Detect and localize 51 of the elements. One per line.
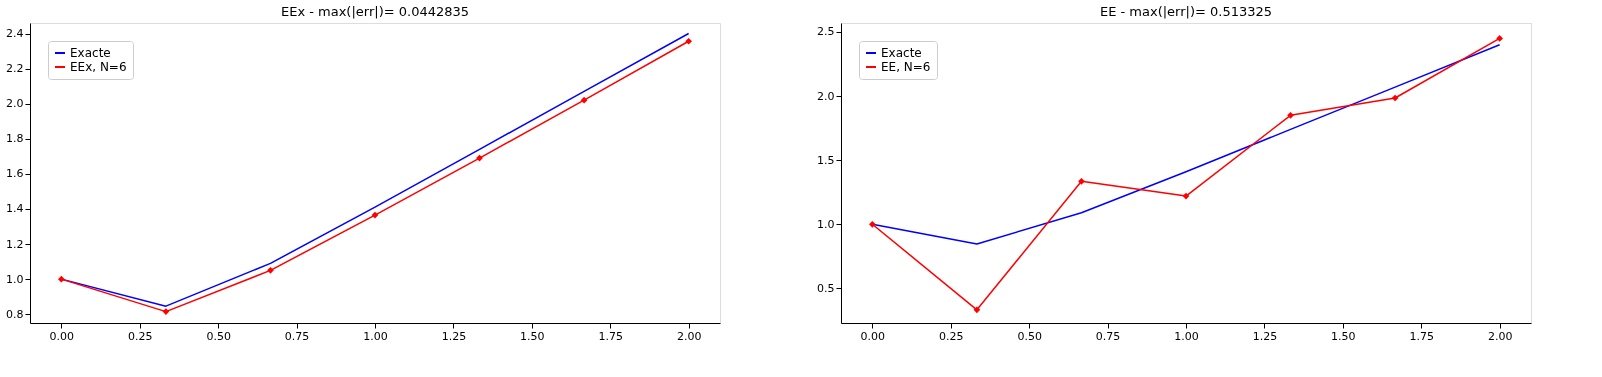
y-tick-label: 1.2 — [6, 237, 24, 251]
x-tick-label: 0.25 — [939, 329, 964, 343]
x-tick-label: 0.50 — [206, 329, 231, 343]
chart-title: EEx - max(|err|)= 0.0442835 — [280, 4, 470, 19]
y-tick-label: 1.6 — [6, 167, 24, 181]
x-tick-label: 0.00 — [860, 329, 886, 343]
point — [869, 220, 876, 228]
y-tick-label: 2.0 — [6, 97, 24, 111]
x-tick-label: 0.75 — [284, 329, 310, 343]
y-tick-label: 0.5 — [817, 281, 835, 295]
x-tick-label: 1.75 — [598, 329, 623, 343]
legend-label: EEx, N=6 — [70, 60, 127, 74]
point — [685, 37, 692, 45]
x-tick-label: 2.00 — [1487, 329, 1513, 343]
x-tick-label: 1.25 — [441, 329, 467, 343]
y-tick-label: 1.0 — [6, 272, 24, 286]
point — [162, 308, 170, 315]
y-tick-label: 2.5 — [817, 25, 835, 39]
x-tick-label: 0.25 — [128, 329, 153, 343]
point — [580, 96, 588, 104]
legend-label: Exacte — [881, 46, 922, 60]
y-tick-label: 2.0 — [817, 89, 835, 103]
point — [973, 306, 981, 314]
point — [1287, 111, 1294, 119]
point — [58, 275, 65, 283]
y-tick-label: 1.8 — [6, 132, 24, 146]
point — [1182, 192, 1190, 200]
y-tick-label: 2.4 — [6, 27, 24, 41]
legend-label: EE, N=6 — [881, 60, 931, 74]
x-tick-label: 1.00 — [363, 329, 388, 343]
x-tick-label: 2.00 — [676, 329, 702, 343]
x-tick-label: 1.50 — [520, 329, 545, 343]
y-tick-label: 1.0 — [817, 217, 835, 231]
x-tick-label: 0.50 — [1017, 329, 1042, 343]
point — [1078, 177, 1085, 185]
point — [1496, 35, 1503, 42]
y-tick-label: 1.5 — [817, 153, 835, 167]
x-tick-label: 1.25 — [1252, 329, 1278, 343]
point — [267, 267, 274, 274]
x-tick-label: 0.00 — [49, 329, 75, 343]
x-tick-label: 1.00 — [1174, 329, 1199, 343]
y-tick-label: 1.4 — [6, 202, 24, 216]
x-tick-label: 0.75 — [1095, 329, 1121, 343]
x-tick-label: 1.75 — [1409, 329, 1434, 343]
point — [1391, 94, 1399, 102]
chart-title: EE - max(|err|)= 0.513325 — [1099, 4, 1273, 19]
y-tick-label: 0.8 — [6, 307, 24, 321]
legend-label: Exacte — [70, 46, 111, 60]
y-tick-label: 2.2 — [6, 62, 24, 76]
point — [371, 211, 379, 219]
x-tick-label: 1.50 — [1331, 329, 1356, 343]
